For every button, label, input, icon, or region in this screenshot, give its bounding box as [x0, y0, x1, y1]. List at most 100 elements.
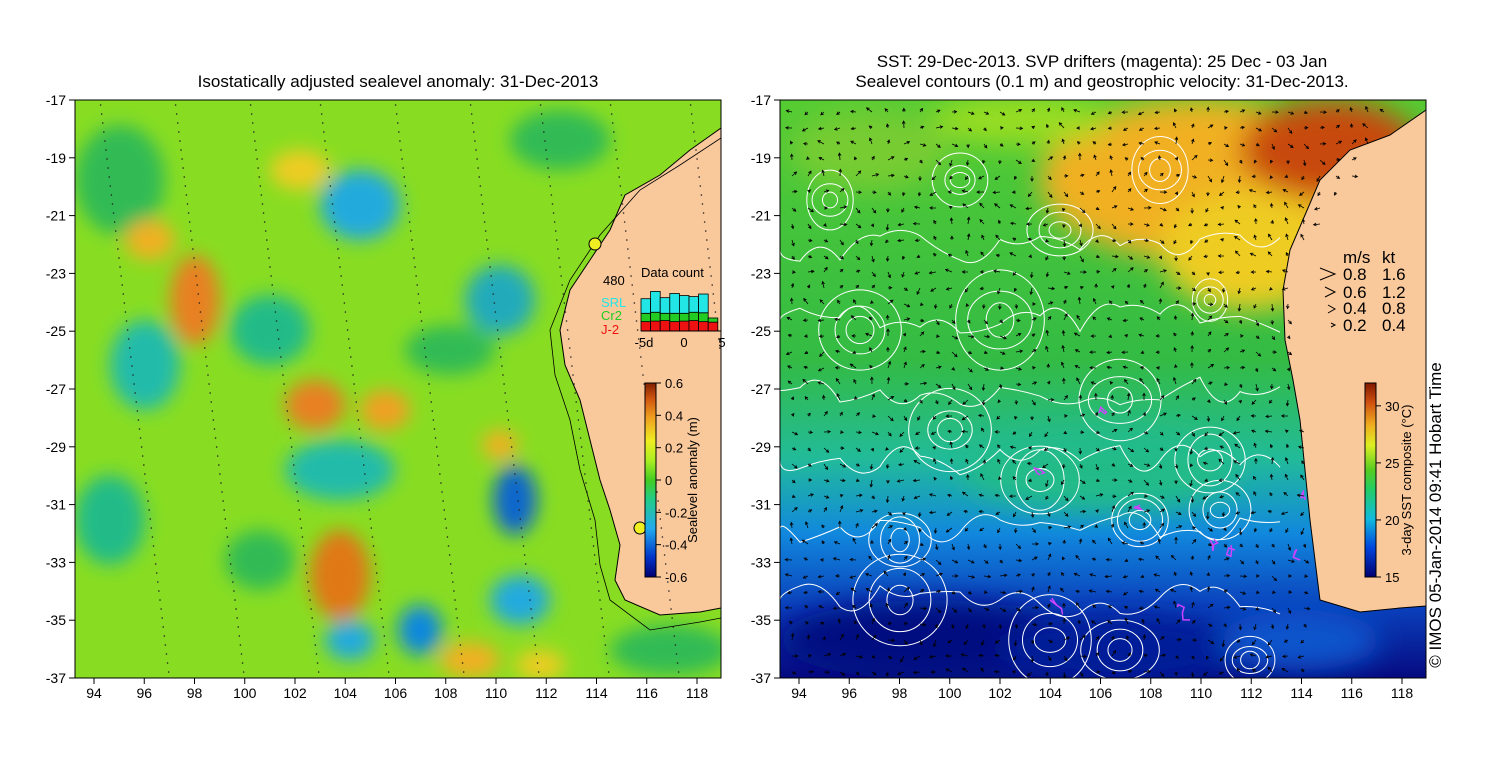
velocity-arrow — [819, 558, 825, 562]
track-dot — [473, 131, 475, 133]
y-tick-label: -25 — [46, 323, 66, 339]
velocity-arrow — [1075, 554, 1081, 561]
velocity-arrow — [982, 159, 986, 164]
track-dot — [291, 455, 294, 457]
key-header-kt: kt — [1382, 248, 1396, 267]
velocity-arrow — [1191, 655, 1195, 660]
velocity-arrow — [1296, 493, 1305, 498]
velocity-arrow — [803, 297, 809, 305]
velocity-arrow — [1173, 332, 1177, 337]
track-dot — [103, 131, 105, 133]
velocity-arrow — [967, 111, 975, 115]
track-dot — [630, 275, 632, 277]
velocity-arrow — [1223, 333, 1230, 337]
velocity-arrow — [1159, 653, 1167, 658]
track-dot — [187, 212, 190, 214]
velocity-arrow — [1191, 175, 1198, 179]
velocity-arrow — [790, 282, 795, 289]
velocity-arrow — [1091, 620, 1097, 625]
velocity-arrow — [1253, 491, 1257, 497]
velocity-arrow — [1233, 236, 1241, 241]
track-dot — [380, 608, 382, 610]
velocity-arrow — [1089, 573, 1097, 577]
velocity-arrow — [1255, 383, 1259, 392]
track-dot — [249, 104, 252, 106]
velocity-arrow — [948, 399, 953, 406]
track-dot — [460, 653, 463, 655]
colorbar-tick-label: -0.4 — [665, 538, 687, 553]
velocity-arrow — [1127, 188, 1132, 193]
velocity-arrow — [935, 607, 942, 614]
track-dot — [345, 320, 348, 322]
velocity-arrow — [1012, 237, 1017, 241]
velocity-arrow — [1073, 572, 1081, 577]
velocity-arrow — [865, 107, 873, 113]
track-dot — [99, 104, 102, 106]
velocity-arrow — [1235, 511, 1241, 515]
track-dot — [525, 572, 528, 574]
track-dot — [450, 572, 453, 574]
velocity-arrow — [960, 653, 969, 657]
velocity-arrow — [1076, 377, 1081, 385]
x-tick-label: 116 — [1341, 685, 1364, 701]
velocity-arrow — [1062, 539, 1066, 545]
velocity-arrow — [807, 269, 815, 274]
velocity-arrow — [807, 654, 813, 658]
track-dot — [536, 662, 539, 664]
velocity-arrow — [1142, 521, 1146, 529]
velocity-arrow — [1045, 207, 1050, 214]
velocity-arrow — [1300, 639, 1305, 644]
track-dot — [343, 302, 346, 304]
velocity-arrow — [1045, 271, 1050, 278]
velocity-arrow — [1031, 542, 1040, 546]
velocity-arrow — [790, 396, 794, 401]
y-tick-label: -33 — [46, 554, 66, 570]
velocity-arrow — [1047, 156, 1054, 161]
velocity-arrow — [930, 431, 937, 435]
velocity-arrow — [869, 463, 874, 470]
track-dot — [477, 167, 479, 169]
track-dot — [718, 347, 721, 349]
velocity-arrow — [1207, 302, 1214, 307]
velocity-arrow — [1255, 607, 1260, 611]
track-dot — [613, 131, 615, 133]
velocity-arrow — [897, 238, 905, 243]
key-kt: 1.2 — [1382, 283, 1406, 302]
velocity-arrow — [1255, 127, 1263, 132]
velocity-arrow — [787, 380, 793, 385]
track-dot — [699, 185, 702, 187]
velocity-arrow — [1300, 527, 1305, 536]
track-dot — [674, 644, 677, 646]
sealevel-contour — [1038, 211, 1082, 249]
velocity-arrow — [1062, 556, 1066, 561]
velocity-arrow — [935, 572, 943, 577]
velocity-arrow — [1026, 461, 1033, 466]
velocity-arrow — [1303, 126, 1309, 130]
velocity-arrow — [1027, 237, 1033, 242]
velocity-arrow — [919, 381, 928, 386]
velocity-arrow — [1265, 269, 1273, 274]
velocity-arrow — [913, 459, 921, 465]
velocity-arrow — [948, 205, 953, 210]
velocity-arrow — [807, 254, 813, 259]
x-tick-label: 110 — [1190, 685, 1213, 701]
geostrophic-velocity — [784, 105, 1385, 678]
velocity-arrow — [1015, 573, 1021, 577]
track-dot — [714, 311, 717, 313]
velocity-arrow — [1025, 495, 1033, 500]
velocity-arrow — [869, 603, 874, 609]
track-dot — [598, 590, 600, 592]
x-tick-label: 94 — [791, 685, 807, 701]
track-dot — [369, 518, 372, 520]
velocity-arrow — [790, 153, 794, 161]
track-dot — [508, 428, 511, 430]
velocity-arrow — [1189, 586, 1194, 593]
velocity-arrow — [1061, 479, 1065, 486]
track-dot — [197, 293, 200, 295]
velocity-arrow — [1095, 430, 1101, 434]
velocity-arrow — [1047, 639, 1054, 643]
velocity-arrow — [807, 412, 811, 417]
track-dot — [274, 311, 277, 313]
velocity-arrow — [1239, 125, 1246, 130]
velocity-arrow — [807, 207, 814, 213]
